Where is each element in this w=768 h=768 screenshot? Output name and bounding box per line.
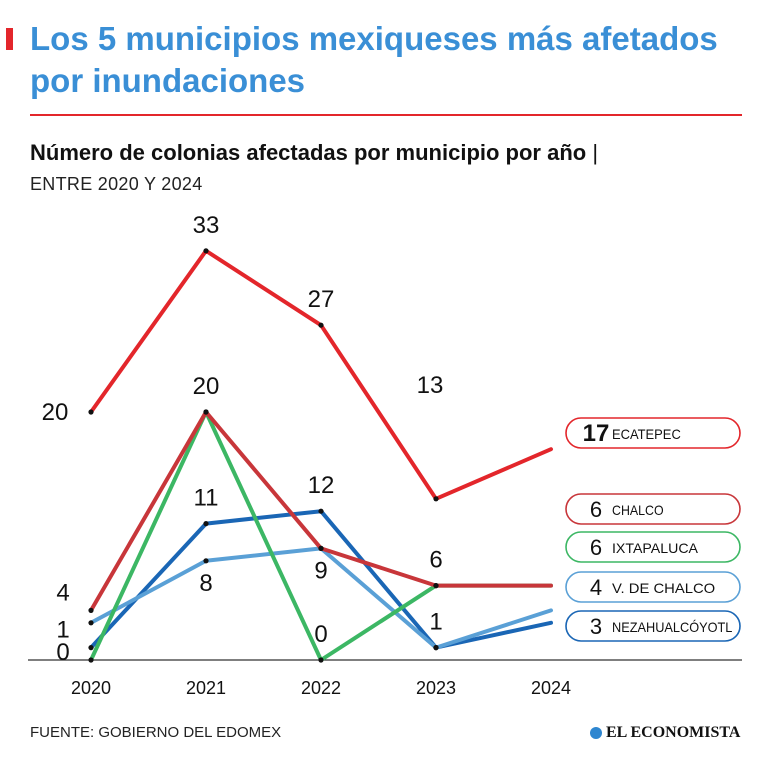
data-point bbox=[88, 620, 94, 626]
legend-item bbox=[565, 571, 741, 603]
data-point bbox=[318, 322, 324, 328]
title-divider bbox=[30, 114, 742, 116]
chart-date-range: ENTRE 2020 Y 2024 bbox=[30, 174, 203, 194]
data-point bbox=[88, 645, 94, 651]
legend-item bbox=[565, 610, 741, 642]
brand-name: EL ECONOMISTA bbox=[606, 724, 741, 741]
x-tick-label: 2022 bbox=[301, 678, 341, 698]
data-point bbox=[88, 607, 94, 614]
data-label: 1 bbox=[429, 609, 442, 636]
data-label: 33 bbox=[193, 212, 220, 239]
legend-label: CHALCO bbox=[612, 502, 664, 518]
legend-label: ECATEPEC bbox=[612, 426, 681, 442]
x-tick-label: 2024 bbox=[531, 678, 571, 698]
data-point bbox=[433, 496, 439, 502]
data-label: 0 bbox=[314, 621, 327, 648]
data-point bbox=[88, 409, 94, 415]
data-point bbox=[88, 657, 94, 663]
data-label: 1 bbox=[56, 617, 69, 644]
legend-value: 17 bbox=[583, 420, 610, 447]
chart-subtitle-text: Número de colonias afectadas por municip… bbox=[30, 140, 587, 165]
legend-label: V. DE CHALCO bbox=[612, 580, 715, 596]
data-label: 8 bbox=[199, 570, 212, 597]
data-label: 9 bbox=[314, 557, 327, 584]
legend-item bbox=[565, 531, 741, 563]
data-label: 0 bbox=[56, 639, 69, 666]
x-tick-label: 2023 bbox=[416, 678, 456, 698]
legend-label: NEZAHUALCÓYOTL bbox=[612, 619, 733, 635]
x-tick-label: 2021 bbox=[186, 678, 226, 698]
legend-value: 6 bbox=[590, 535, 602, 560]
title-accent-bar bbox=[6, 28, 13, 50]
legend-item bbox=[565, 493, 741, 525]
data-point bbox=[318, 508, 324, 514]
data-point bbox=[318, 657, 324, 663]
data-label: 20 bbox=[193, 373, 220, 400]
data-label: 20 bbox=[42, 399, 69, 426]
legend-value: 4 bbox=[590, 575, 602, 600]
brand-icon bbox=[590, 727, 602, 739]
page-title: Los 5 municipios mexiqueses más afetados… bbox=[30, 20, 718, 99]
data-label: 12 bbox=[308, 472, 335, 499]
legend-item bbox=[565, 417, 741, 449]
legend-value: 3 bbox=[590, 614, 602, 639]
data-point bbox=[203, 409, 209, 415]
data-point bbox=[203, 558, 209, 564]
data-point bbox=[433, 583, 439, 589]
data-label: 13 bbox=[417, 372, 444, 399]
data-label: 27 bbox=[308, 286, 335, 313]
x-tick-label: 2020 bbox=[71, 678, 111, 698]
source-note: FUENTE: GOBIERNO DEL EDOMEX bbox=[30, 724, 282, 741]
data-point bbox=[203, 521, 209, 527]
data-label: 11 bbox=[194, 485, 219, 512]
brand-logo: EL ECONOMISTA bbox=[590, 724, 740, 742]
chart-subtitle-separator: | bbox=[592, 140, 599, 165]
chart-subtitle: Número de colonias afectadas por municip… bbox=[30, 140, 598, 166]
data-label: 4 bbox=[56, 579, 69, 606]
legend-label: IXTAPALUCA bbox=[612, 540, 699, 556]
data-label: 6 bbox=[429, 547, 442, 574]
data-point bbox=[318, 545, 324, 552]
data-point bbox=[433, 645, 439, 651]
data-point bbox=[203, 248, 209, 254]
legend-value: 6 bbox=[590, 497, 602, 522]
